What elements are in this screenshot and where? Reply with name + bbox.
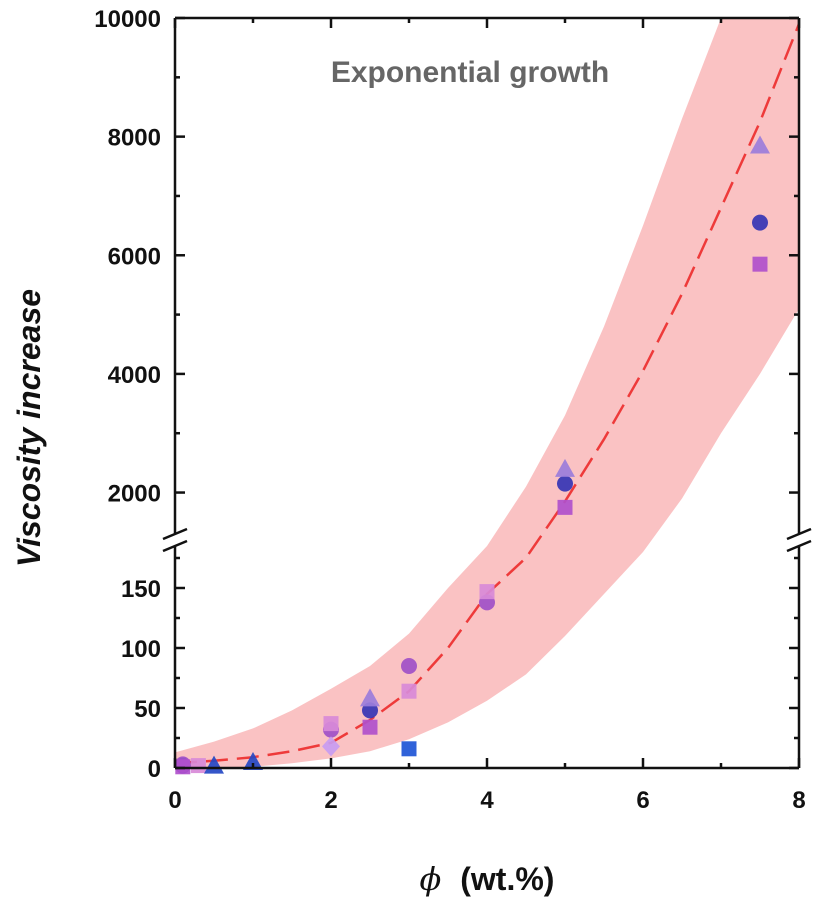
- x-tick-label: 2: [324, 787, 337, 814]
- axis-break-mark: [162, 539, 188, 553]
- x-tick-label: 8: [792, 787, 805, 814]
- y-tick-label: 8000: [108, 125, 161, 152]
- confidence-band-layer: [175, 18, 799, 768]
- data-markers-layer: [174, 135, 770, 775]
- y-tick-label: 100: [121, 636, 161, 663]
- x-tick-label: 4: [480, 787, 494, 814]
- confidence-band: [175, 18, 799, 768]
- y-tick-label: 50: [134, 696, 161, 723]
- data-point: [750, 135, 770, 154]
- y-tick-label: 150: [121, 576, 161, 603]
- data-point: [322, 736, 340, 757]
- axis-break-gap: [161, 535, 189, 545]
- axis-break-gap: [785, 535, 813, 545]
- data-point: [555, 458, 575, 477]
- axis-break-mark: [786, 527, 812, 541]
- data-point: [243, 752, 263, 770]
- y-tick-label: 0: [148, 756, 161, 783]
- y-axis-title: Viscosity increase: [11, 289, 47, 567]
- data-point: [557, 499, 573, 515]
- data-point: [752, 256, 768, 272]
- data-point: [323, 716, 339, 732]
- data-point: [401, 658, 417, 674]
- data-point: [190, 758, 206, 774]
- data-point: [557, 475, 573, 492]
- y-tick-label: 2000: [108, 481, 161, 508]
- data-point: [362, 719, 378, 735]
- axis-break-mark: [162, 527, 188, 541]
- data-point: [360, 688, 380, 707]
- data-point: [479, 584, 495, 600]
- x-axis-title: ϕ (wt.%): [420, 860, 555, 898]
- data-point: [752, 214, 768, 231]
- axis-break-mark: [786, 539, 812, 553]
- x-tick-label: 0: [168, 787, 181, 814]
- data-point: [401, 741, 417, 757]
- data-point: [401, 683, 417, 699]
- annotation-text: Exponential growth: [331, 56, 609, 89]
- y-tick-label: 10000: [94, 6, 161, 33]
- y-tick-label: 6000: [108, 243, 161, 270]
- y-tick-label: 4000: [108, 362, 161, 389]
- x-tick-label: 6: [636, 787, 649, 814]
- axes-layer: 0 2 4 6 8 0 50 100 150 2000 4000 6000 8000 10000: [94, 6, 813, 814]
